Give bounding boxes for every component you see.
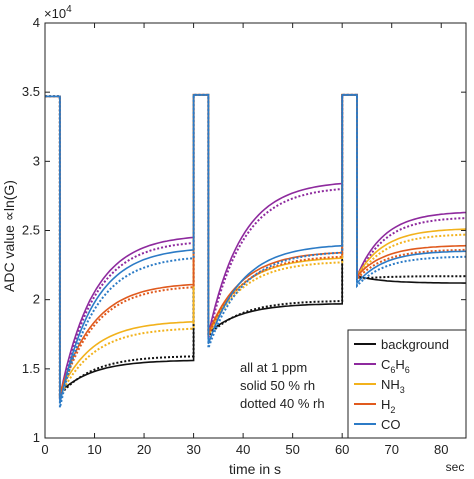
series-NH3-dotted — [45, 93, 467, 397]
legend: background C6H6 NH3 H2 CO — [347, 329, 467, 439]
y-exponent-base: ×10 — [44, 6, 66, 21]
y-exponent-power: 4 — [66, 4, 72, 15]
y-tick-label: 2.5 — [22, 223, 40, 238]
annotation-block: all at 1 ppm solid 50 % rh dotted 40 % r… — [240, 360, 325, 411]
series-H2-dotted — [45, 93, 466, 399]
y-tick-label: 4 — [33, 15, 40, 30]
y-axis-label: ADC value ∝ln(G) — [1, 180, 17, 292]
series-C6H6-dotted — [45, 93, 467, 400]
y-tick-label: 2 — [33, 292, 40, 307]
legend-label-CO: CO — [381, 417, 401, 432]
series-CO-solid — [45, 94, 466, 404]
legend-label-H2: H2 — [381, 397, 395, 415]
y-tick-label: 1 — [33, 430, 40, 445]
annotation-line-1: all at 1 ppm — [240, 360, 307, 375]
data-layer — [45, 93, 467, 408]
legend-label-NH3: NH3 — [381, 377, 405, 395]
y-tick-label: 3.5 — [22, 84, 40, 99]
x-tick-label: 70 — [384, 442, 398, 457]
series-H2-solid — [45, 94, 467, 394]
x-tick-label: 0 — [41, 442, 48, 457]
x-tick-label: 10 — [87, 442, 101, 457]
x-tick-label: 30 — [186, 442, 200, 457]
annotation-line-2: solid 50 % rh — [240, 378, 315, 393]
series-NH3-solid — [45, 94, 467, 393]
legend-label-background: background — [381, 337, 449, 352]
x-axis-label: time in s — [229, 461, 281, 477]
x-tick-label: 40 — [236, 442, 250, 457]
x-tick-label: 50 — [285, 442, 299, 457]
legend-label-C6H6: C6H6 — [381, 357, 410, 375]
x-tick-label: 20 — [137, 442, 151, 457]
annotation-line-3: dotted 40 % rh — [240, 396, 325, 411]
y-exponent-label: ×104 — [44, 4, 72, 21]
x-tick-label: 60 — [335, 442, 349, 457]
y-tick-label: 3 — [33, 153, 40, 168]
x-tick-label: 80 — [434, 442, 448, 457]
x-unit-label: sec — [446, 460, 465, 474]
series-C6H6-solid — [45, 94, 467, 397]
tick-layer: 0 10 20 30 40 50 60 70 80 1 1.5 2 2.5 3 3.5 4 — [22, 15, 466, 457]
y-tick-label: 1.5 — [22, 361, 40, 376]
series-background-dotted — [45, 93, 467, 398]
series-background-solid — [45, 94, 466, 395]
